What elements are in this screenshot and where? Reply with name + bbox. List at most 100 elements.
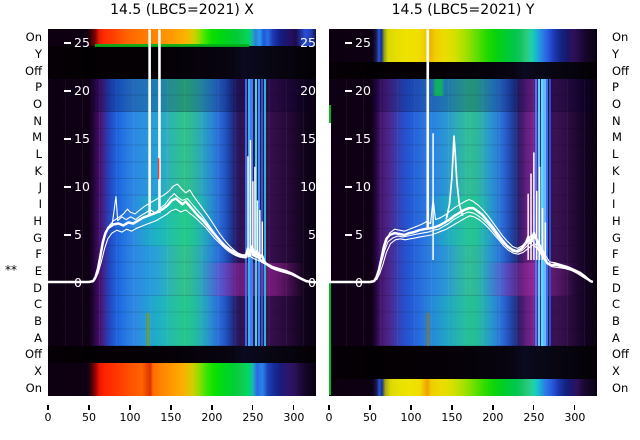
- row-label: G: [612, 230, 621, 245]
- x-tick: [129, 405, 131, 410]
- x-tick-label: 150: [441, 411, 463, 424]
- x-tick: [47, 405, 49, 410]
- y-tick-dash: [64, 90, 71, 92]
- row-label: On: [25, 380, 42, 395]
- y-tick-dash: [64, 186, 71, 188]
- row-label: F: [612, 247, 619, 262]
- x-tick: [88, 405, 90, 410]
- row-label: A: [612, 330, 620, 345]
- row-label: E: [34, 263, 42, 278]
- y-tick-dash: [345, 186, 352, 188]
- row-label: C: [33, 297, 42, 312]
- x-tick: [252, 405, 254, 410]
- y-tick-label: 10: [355, 179, 371, 194]
- x-tick: [328, 405, 330, 410]
- heatmap-band: [329, 79, 597, 346]
- y-tick-dash: [64, 234, 71, 236]
- y-tick-label: 25: [355, 35, 371, 50]
- profile-traces: [48, 29, 316, 284]
- heatmap-band: [329, 345, 597, 380]
- heatmap-band: [329, 62, 597, 80]
- profile-trace: [375, 197, 590, 281]
- profile-trace: [94, 208, 311, 283]
- row-label: J: [38, 180, 42, 195]
- y-tick-dash: [345, 138, 352, 140]
- row-label: F: [35, 247, 42, 262]
- profile-trace: [94, 183, 308, 282]
- row-label: L: [35, 147, 42, 162]
- row-label: E: [612, 263, 620, 278]
- row-label: Y: [34, 47, 42, 62]
- y-tick-label-right: 10: [300, 179, 316, 194]
- x-tick: [533, 405, 535, 410]
- heatmap-band: [48, 79, 316, 346]
- x-tick-label: 50: [81, 411, 96, 424]
- row-label: O: [612, 97, 622, 112]
- profile-traces: [329, 29, 594, 284]
- profile-trace: [374, 211, 593, 283]
- x-tick: [293, 405, 295, 410]
- x-tick-label: 300: [283, 411, 305, 424]
- row-label: L: [612, 147, 619, 162]
- y-tick-dash: [345, 42, 352, 44]
- x-tick-label: 50: [362, 411, 377, 424]
- y-tick-label: 0: [74, 275, 82, 290]
- row-label: Off: [25, 63, 42, 78]
- x-tick-label: 200: [482, 411, 504, 424]
- heatmap-band: [48, 29, 316, 46]
- row-label: Off: [612, 63, 629, 78]
- row-label: X: [34, 363, 42, 378]
- x-tick: [574, 405, 576, 410]
- row-label: B: [612, 313, 620, 328]
- row-label: B: [34, 313, 42, 328]
- row-label: M: [612, 130, 622, 145]
- heatmap-band: [329, 29, 597, 63]
- x-tick: [492, 405, 494, 410]
- row-label: Off: [25, 347, 42, 362]
- y-tick-label: 15: [355, 131, 371, 146]
- x-tick: [211, 405, 213, 410]
- row-label: H: [612, 213, 621, 228]
- heatmap-band: [48, 45, 316, 80]
- y-tick-label: 5: [355, 227, 363, 242]
- profile-trace: [376, 215, 589, 281]
- x-tick-label: 0: [44, 411, 52, 424]
- x-tick-label: 200: [201, 411, 223, 424]
- profile-trace: [445, 135, 464, 220]
- row-label: P: [612, 80, 619, 95]
- y-tick-label-right: 5: [308, 227, 316, 242]
- row-label: D: [33, 280, 42, 295]
- y-tick-label: 5: [74, 227, 82, 242]
- heatmap-band: [48, 362, 316, 396]
- y-tick-dash: [345, 90, 352, 92]
- row-label: C: [612, 297, 621, 312]
- y-tick-dash: [64, 42, 71, 44]
- row-label: M: [32, 130, 42, 145]
- row-label: J: [612, 180, 616, 195]
- row-label: H: [33, 213, 42, 228]
- x-tick-label: 300: [564, 411, 586, 424]
- row-label: I: [38, 197, 42, 212]
- y-tick-label-right: 15: [300, 131, 316, 146]
- right-panel-title: 14.5 (LBC5=2021) Y: [391, 2, 535, 18]
- x-tick-label: 0: [325, 411, 333, 424]
- left-panel-title: 14.5 (LBC5=2021) X: [110, 2, 254, 18]
- x-tick-label: 150: [160, 411, 182, 424]
- y-tick-label: 20: [355, 83, 371, 98]
- row-label: D: [612, 280, 621, 295]
- heatmap-band: [48, 345, 316, 363]
- row-label: P: [35, 80, 42, 95]
- y-tick-label: 20: [74, 83, 90, 98]
- row-label: On: [25, 30, 42, 45]
- row-label: Off: [612, 347, 629, 362]
- y-tick-label: 15: [74, 131, 90, 146]
- row-label: X: [612, 363, 620, 378]
- x-tick-label: 250: [242, 411, 264, 424]
- row-label: O: [32, 97, 42, 112]
- row-label: I: [612, 197, 616, 212]
- row-label: N: [612, 113, 621, 128]
- row-label: Y: [612, 47, 620, 62]
- row-label: N: [33, 113, 42, 128]
- profile-trace: [329, 206, 594, 284]
